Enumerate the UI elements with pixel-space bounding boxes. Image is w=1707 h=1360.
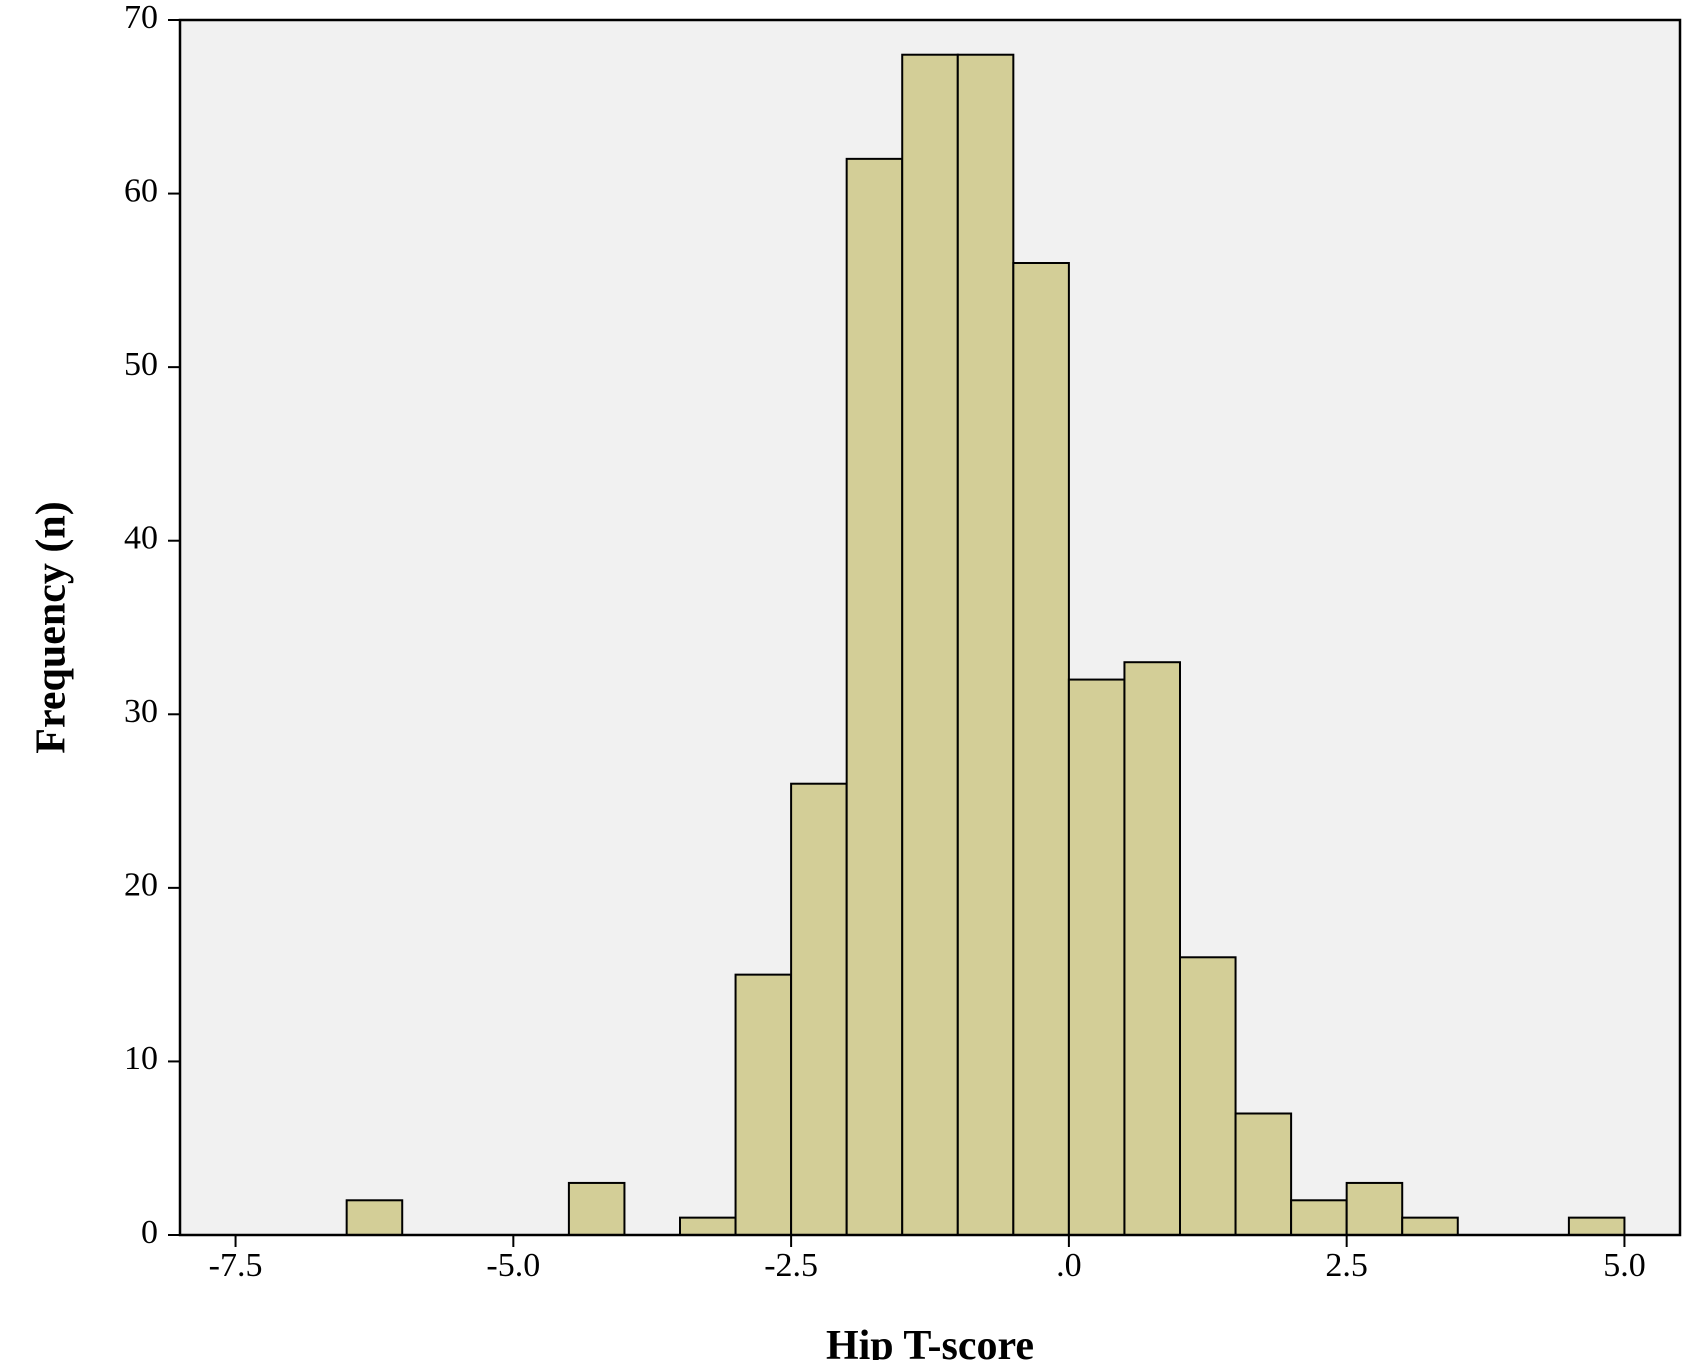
histogram-bar xyxy=(847,159,903,1235)
histogram-bar xyxy=(1069,680,1125,1235)
x-tick-label: -2.5 xyxy=(764,1247,818,1284)
x-tick-label: 5.0 xyxy=(1603,1247,1646,1284)
y-tick-label: 40 xyxy=(124,520,158,557)
histogram-bar xyxy=(1569,1218,1625,1235)
histogram-bar xyxy=(1013,263,1069,1235)
histogram-bar xyxy=(958,55,1014,1235)
histogram-bar xyxy=(1236,1114,1292,1236)
y-tick-label: 10 xyxy=(124,1040,158,1077)
histogram-bar xyxy=(1347,1183,1403,1235)
y-tick-label: 20 xyxy=(124,867,158,904)
y-tick-label: 0 xyxy=(141,1214,158,1251)
histogram-bar xyxy=(347,1200,403,1235)
y-axis-label: Frequency (n) xyxy=(29,501,75,753)
y-tick-label: 70 xyxy=(124,0,158,36)
histogram-bar xyxy=(1291,1200,1347,1235)
histogram-bar xyxy=(791,784,847,1235)
histogram-chart: 0 10 20 30 40 50 60 70 -7.5 -5.0 -2.5 .0 2.5 5.0 Frequ… xyxy=(0,0,1707,1360)
x-tick-label: 2.5 xyxy=(1325,1247,1368,1284)
x-axis-label: Hip T-score xyxy=(826,1323,1034,1360)
histogram-bar xyxy=(1402,1218,1458,1235)
x-tick-label: -5.0 xyxy=(486,1247,540,1284)
y-tick-label: 30 xyxy=(124,693,158,730)
histogram-bar xyxy=(1180,957,1236,1235)
histogram-bar xyxy=(680,1218,736,1235)
x-tick-label: -7.5 xyxy=(209,1247,263,1284)
x-tick-label: .0 xyxy=(1056,1247,1082,1284)
histogram-bar xyxy=(736,975,792,1235)
y-tick-label: 50 xyxy=(124,346,158,383)
histogram-bar xyxy=(902,55,958,1235)
histogram-bar xyxy=(569,1183,625,1235)
y-tick-label: 60 xyxy=(124,172,158,209)
histogram-bar xyxy=(1124,662,1180,1235)
chart-svg: 0 10 20 30 40 50 60 70 -7.5 -5.0 -2.5 .0 2.5 5.0 Frequ… xyxy=(0,0,1707,1360)
